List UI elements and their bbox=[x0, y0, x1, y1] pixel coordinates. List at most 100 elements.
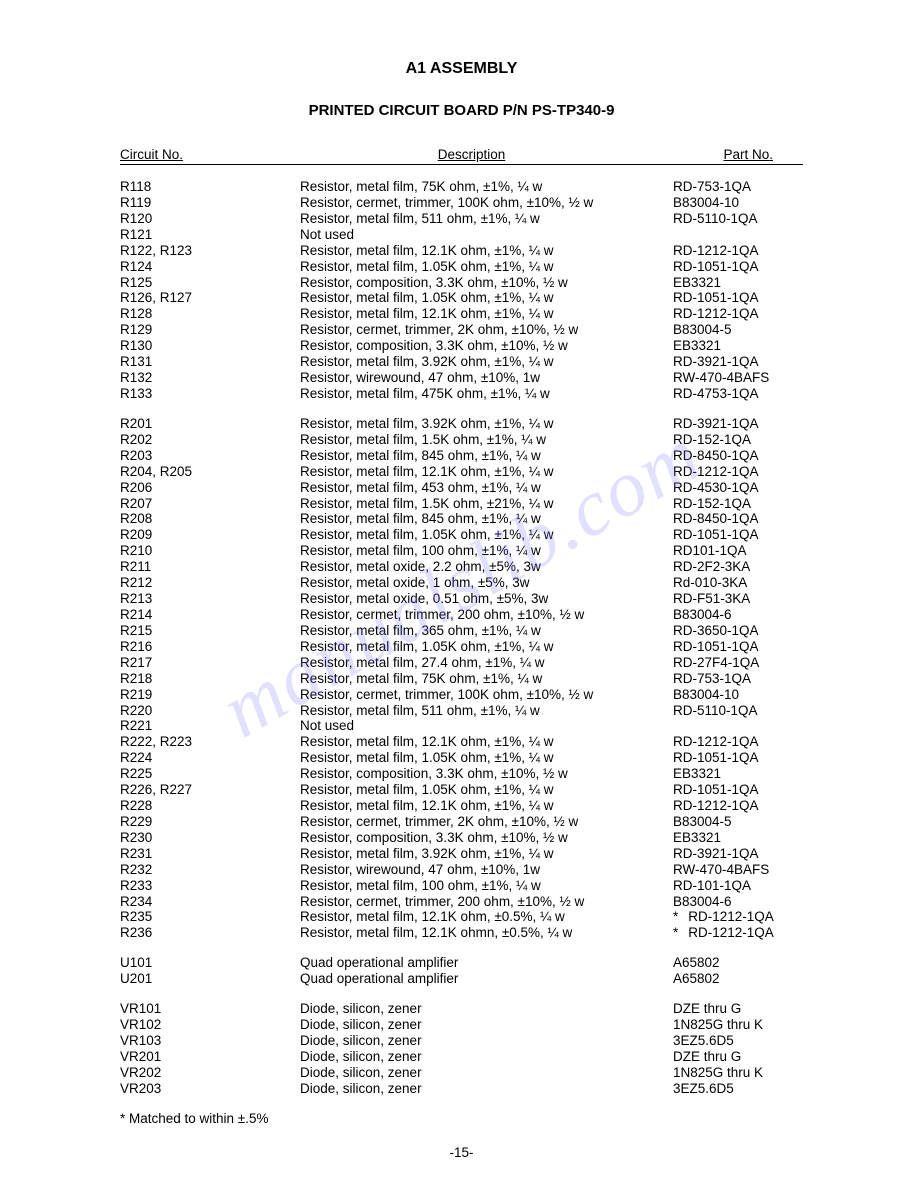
table-row: R201Resistor, metal film, 3.92K ohm, ±1%… bbox=[120, 416, 803, 432]
circuit-no: R220 bbox=[120, 703, 300, 719]
description: Resistor, metal film, 3.92K ohm, ±1%, ¼ … bbox=[300, 354, 673, 370]
description: Resistor, cermet, trimmer, 200 ohm, ±10%… bbox=[300, 607, 673, 623]
circuit-no: R231 bbox=[120, 846, 300, 862]
assembly-title: A1 ASSEMBLY bbox=[120, 60, 803, 78]
circuit-no: R235 bbox=[120, 909, 300, 925]
description: Resistor, metal oxide, 2.2 ohm, ±5%, 3w bbox=[300, 559, 673, 575]
description: Resistor, metal film, 511 ohm, ±1%, ¼ w bbox=[300, 703, 673, 719]
table-row: R128Resistor, metal film, 12.1K ohm, ±1%… bbox=[120, 306, 803, 322]
part-no: RD-3650-1QA bbox=[673, 623, 803, 639]
description: Resistor, metal film, 12.1K ohm, ±1%, ¼ … bbox=[300, 798, 673, 814]
part-no: RD-152-1QA bbox=[673, 432, 803, 448]
part-no: A65802 bbox=[673, 971, 803, 987]
table-row: R230Resistor, composition, 3.3K ohm, ±10… bbox=[120, 830, 803, 846]
table-row: VR203Diode, silicon, zener3EZ5.6D5 bbox=[120, 1081, 803, 1097]
parts-group: VR101Diode, silicon, zenerDZE thru GVR10… bbox=[120, 1001, 803, 1097]
circuit-no: VR103 bbox=[120, 1033, 300, 1049]
description: Resistor, metal film, 100 ohm, ±1%, ¼ w bbox=[300, 878, 673, 894]
description: Resistor, metal film, 453 ohm, ±1%, ¼ w bbox=[300, 480, 673, 496]
circuit-no: R232 bbox=[120, 862, 300, 878]
part-no: RD-1212-1QA bbox=[673, 464, 803, 480]
description: Resistor, metal film, 845 ohm, ±1%, ¼ w bbox=[300, 511, 673, 527]
circuit-no: R228 bbox=[120, 798, 300, 814]
table-row: U101Quad operational amplifierA65802 bbox=[120, 955, 803, 971]
circuit-no: R126, R127 bbox=[120, 290, 300, 306]
description: Quad operational amplifier bbox=[300, 971, 673, 987]
part-no: B83004-10 bbox=[673, 687, 803, 703]
part-no: EB3321 bbox=[673, 338, 803, 354]
circuit-no: R121 bbox=[120, 227, 300, 243]
header-part-no: Part No. bbox=[643, 147, 803, 162]
circuit-no: R124 bbox=[120, 259, 300, 275]
parts-group: U101Quad operational amplifierA65802U201… bbox=[120, 955, 803, 987]
circuit-no: R222, R223 bbox=[120, 734, 300, 750]
header-description: Description bbox=[300, 147, 643, 162]
circuit-no: R218 bbox=[120, 671, 300, 687]
description: Resistor, metal film, 12.1K ohm, ±1%, ¼ … bbox=[300, 734, 673, 750]
description: Diode, silicon, zener bbox=[300, 1001, 673, 1017]
circuit-no: VR202 bbox=[120, 1065, 300, 1081]
description: Resistor, metal film, 1.05K ohm, ±1%, ¼ … bbox=[300, 290, 673, 306]
part-no: RD-101-1QA bbox=[673, 878, 803, 894]
circuit-no: R131 bbox=[120, 354, 300, 370]
description: Resistor, metal film, 1.05K ohm, ±1%, ¼ … bbox=[300, 750, 673, 766]
part-no: A65802 bbox=[673, 955, 803, 971]
table-row: R129Resistor, cermet, trimmer, 2K ohm, ±… bbox=[120, 322, 803, 338]
part-no: RD-1212-1QA bbox=[673, 306, 803, 322]
circuit-no: R219 bbox=[120, 687, 300, 703]
circuit-no: R211 bbox=[120, 559, 300, 575]
circuit-no: R207 bbox=[120, 496, 300, 512]
page-number: -15- bbox=[0, 1145, 923, 1160]
table-row: R131Resistor, metal film, 3.92K ohm, ±1%… bbox=[120, 354, 803, 370]
table-row: R120Resistor, metal film, 511 ohm, ±1%, … bbox=[120, 211, 803, 227]
part-no: RD-1212-1QA bbox=[673, 243, 803, 259]
table-row: R212Resistor, metal oxide, 1 ohm, ±5%, 3… bbox=[120, 575, 803, 591]
description: Resistor, metal film, 12.1K ohm, ±1%, ¼ … bbox=[300, 464, 673, 480]
description: Resistor, metal film, 27.4 ohm, ±1%, ¼ w bbox=[300, 655, 673, 671]
parts-table-body: R118Resistor, metal film, 75K ohm, ±1%, … bbox=[120, 179, 803, 1097]
circuit-no: R206 bbox=[120, 480, 300, 496]
part-no: RD-4753-1QA bbox=[673, 386, 803, 402]
circuit-no: R229 bbox=[120, 814, 300, 830]
table-row: R236Resistor, metal film, 12.1K ohmn, ±0… bbox=[120, 925, 803, 941]
circuit-no: R221 bbox=[120, 718, 300, 734]
part-no: RD-1212-1QA bbox=[673, 798, 803, 814]
description: Resistor, metal film, 100 ohm, ±1%, ¼ w bbox=[300, 543, 673, 559]
description: Resistor, cermet, trimmer, 100K ohm, ±10… bbox=[300, 687, 673, 703]
description: Resistor, metal film, 1.5K ohm, ±1%, ¼ w bbox=[300, 432, 673, 448]
board-title: PRINTED CIRCUIT BOARD P/N PS-TP340-9 bbox=[120, 102, 803, 119]
description: Resistor, metal film, 1.05K ohm, ±1%, ¼ … bbox=[300, 782, 673, 798]
circuit-no: R133 bbox=[120, 386, 300, 402]
part-no: RD-1051-1QA bbox=[673, 750, 803, 766]
circuit-no: R120 bbox=[120, 211, 300, 227]
circuit-no: VR102 bbox=[120, 1017, 300, 1033]
description: Resistor, cermet, trimmer, 2K ohm, ±10%,… bbox=[300, 322, 673, 338]
part-no: B83004-5 bbox=[673, 814, 803, 830]
circuit-no: R215 bbox=[120, 623, 300, 639]
description: Not used bbox=[300, 227, 673, 243]
table-row: R214Resistor, cermet, trimmer, 200 ohm, … bbox=[120, 607, 803, 623]
description: Resistor, metal oxide, 0.51 ohm, ±5%, 3w bbox=[300, 591, 673, 607]
part-no: B83004-5 bbox=[673, 322, 803, 338]
circuit-no: R128 bbox=[120, 306, 300, 322]
description: Diode, silicon, zener bbox=[300, 1033, 673, 1049]
table-row: R122, R123Resistor, metal film, 12.1K oh… bbox=[120, 243, 803, 259]
circuit-no: R233 bbox=[120, 878, 300, 894]
part-no: B83004-6 bbox=[673, 607, 803, 623]
description: Not used bbox=[300, 718, 673, 734]
circuit-no: R226, R227 bbox=[120, 782, 300, 798]
table-row: R225Resistor, composition, 3.3K ohm, ±10… bbox=[120, 766, 803, 782]
table-row: R125Resistor, composition, 3.3K ohm, ±10… bbox=[120, 275, 803, 291]
table-row: R219Resistor, cermet, trimmer, 100K ohm,… bbox=[120, 687, 803, 703]
table-row: R221Not used bbox=[120, 718, 803, 734]
part-no: RW-470-4BAFS bbox=[673, 862, 803, 878]
part-no: RD-8450-1QA bbox=[673, 448, 803, 464]
description: Resistor, cermet, trimmer, 200 ohm, ±10%… bbox=[300, 894, 673, 910]
table-row: R208Resistor, metal film, 845 ohm, ±1%, … bbox=[120, 511, 803, 527]
description: Resistor, metal film, 12.1K ohm, ±0.5%, … bbox=[300, 909, 673, 925]
parts-group: R201Resistor, metal film, 3.92K ohm, ±1%… bbox=[120, 416, 803, 941]
description: Resistor, cermet, trimmer, 100K ohm, ±10… bbox=[300, 195, 673, 211]
part-no bbox=[673, 227, 803, 243]
table-row: R209Resistor, metal film, 1.05K ohm, ±1%… bbox=[120, 527, 803, 543]
description: Resistor, metal film, 3.92K ohm, ±1%, ¼ … bbox=[300, 846, 673, 862]
